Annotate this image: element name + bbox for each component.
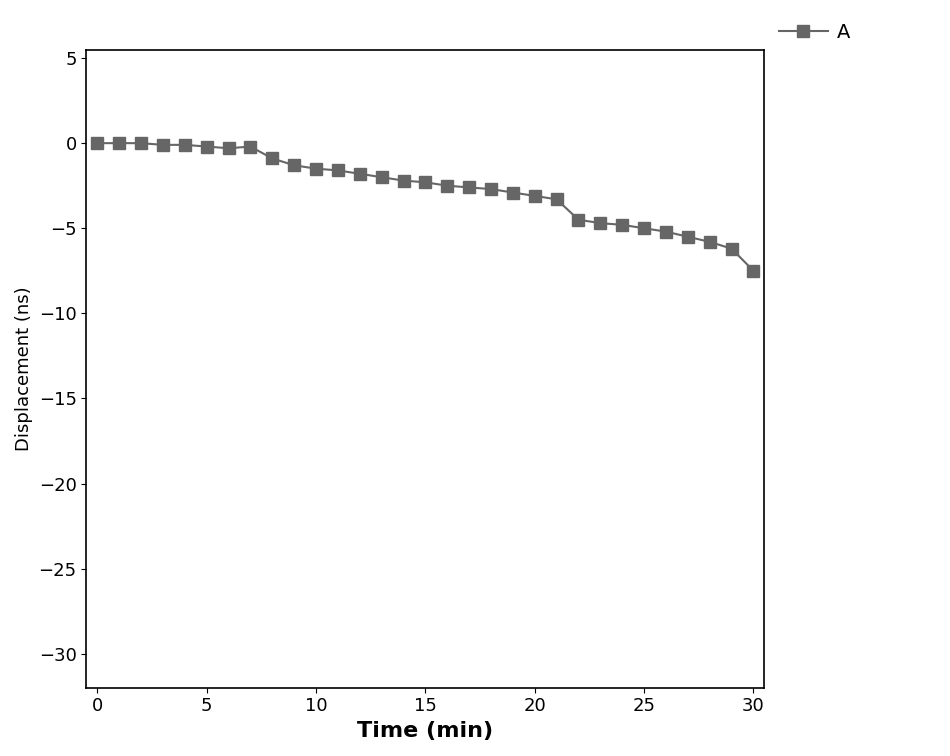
A	[595, 218, 606, 228]
A	[245, 142, 256, 151]
A	[682, 232, 694, 241]
X-axis label: Time (min): Time (min)	[357, 721, 493, 741]
A	[726, 244, 737, 253]
A	[398, 176, 409, 185]
A	[551, 195, 562, 204]
Legend: A: A	[771, 15, 859, 50]
A	[660, 227, 672, 236]
A	[180, 141, 191, 150]
A	[136, 138, 147, 147]
A	[223, 144, 235, 153]
A	[485, 184, 497, 194]
A	[617, 220, 628, 229]
A	[267, 154, 278, 163]
A	[289, 161, 300, 170]
A	[638, 224, 650, 233]
A	[442, 181, 453, 191]
A	[354, 169, 366, 178]
A	[332, 166, 344, 175]
A	[311, 164, 322, 173]
A	[507, 188, 519, 197]
A	[573, 215, 584, 225]
A	[420, 178, 431, 187]
A	[201, 142, 213, 151]
A	[748, 266, 759, 275]
A	[704, 237, 715, 246]
A	[376, 172, 388, 181]
A	[91, 138, 103, 147]
A	[113, 138, 124, 147]
A	[464, 183, 475, 192]
Y-axis label: Displacement (ns): Displacement (ns)	[15, 287, 33, 451]
A	[158, 141, 169, 150]
Line: A: A	[91, 137, 760, 277]
A	[529, 191, 541, 200]
